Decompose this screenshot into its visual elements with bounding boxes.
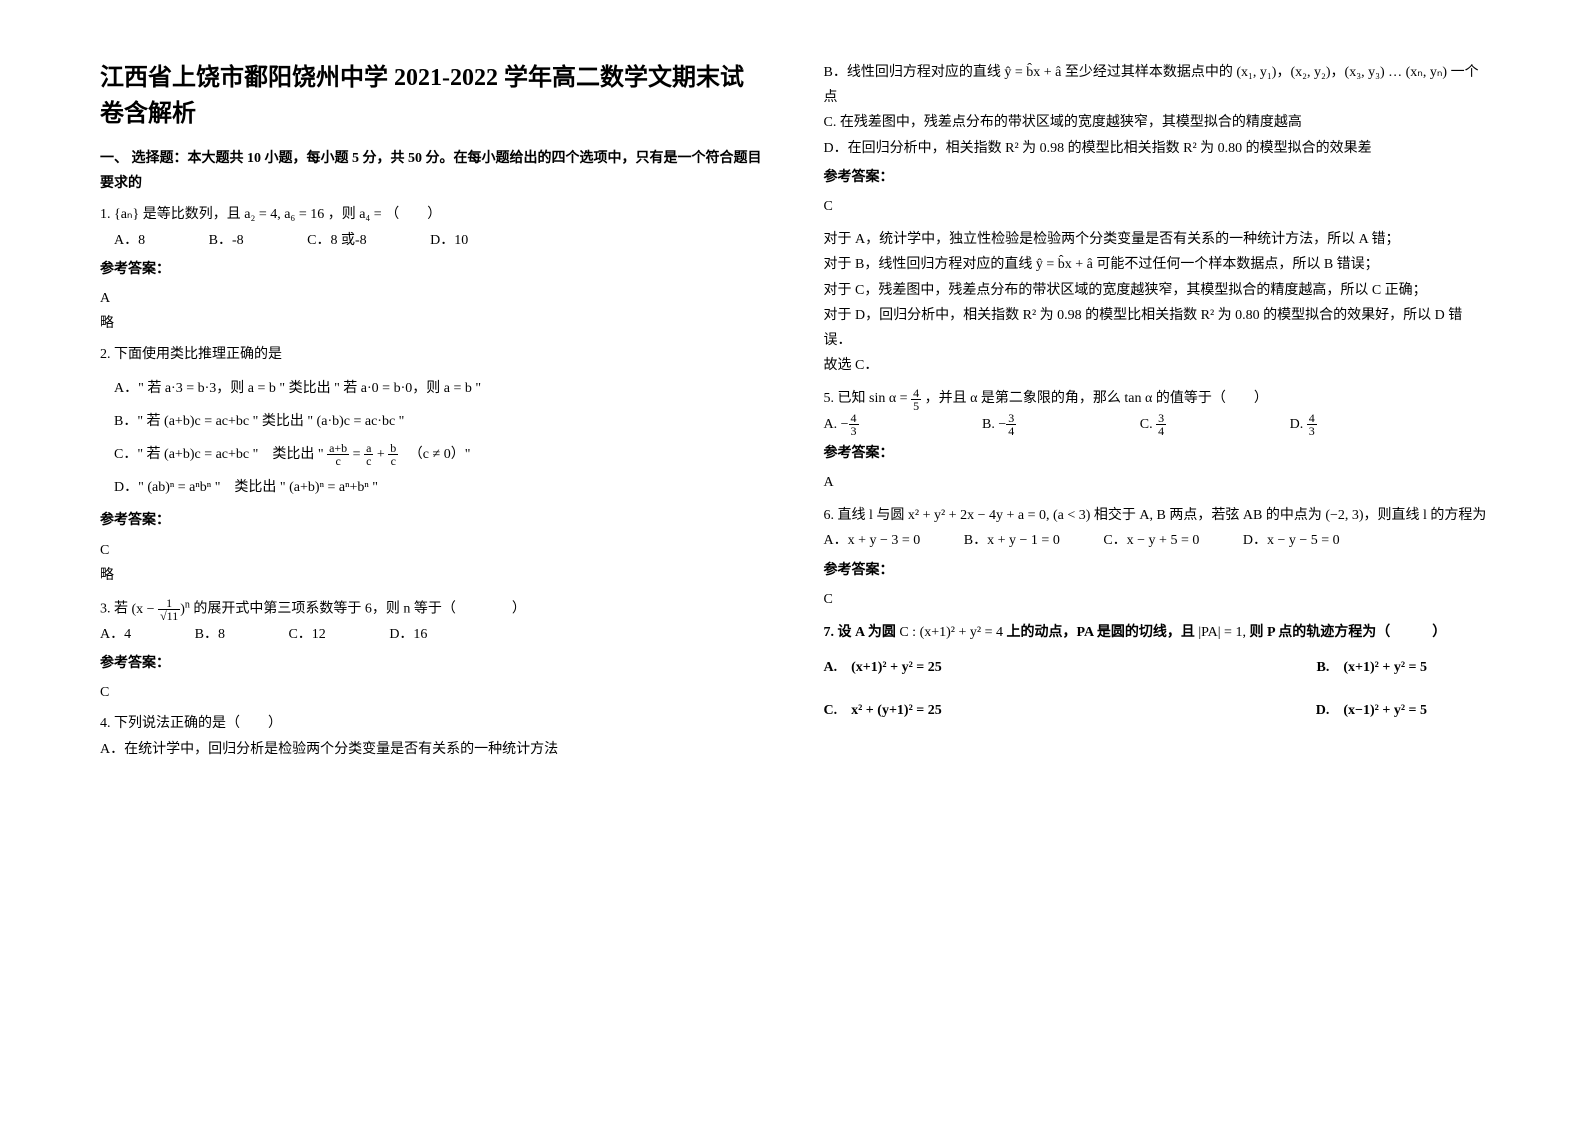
q5: 5. 已知 sin α = 45 ，并且 α 是第二象限的角，那么 tan α …	[824, 386, 1488, 411]
q6-opt-c: C．x − y + 5 = 0	[1103, 528, 1199, 553]
q5-options: A. −43 B. −34 C. 34 D. 43	[824, 412, 1488, 437]
q5-opt-b: B. −34	[982, 412, 1096, 437]
q2-note: 略	[100, 563, 764, 588]
q3-options: A．4 B．8 C．12 D．16	[100, 622, 764, 647]
frac-a-c: ac	[364, 442, 373, 467]
q3-opt-b: B．8	[195, 622, 225, 647]
q1-opt-c: C．8 或-8	[307, 228, 367, 253]
q1-opt-a: A．8	[114, 228, 145, 253]
q1-answer: A	[100, 286, 764, 311]
q2-opt-c: C．" 若 (a+b)c = ac+bc " 类比出 " a+bc = ac +…	[114, 442, 764, 467]
q6: 6. 直线 l 与圆 x² + y² + 2x − 4y + a = 0, (a…	[824, 503, 1488, 528]
q4-answer: C	[824, 194, 1488, 219]
q6-answer-label: 参考答案：	[824, 558, 1488, 583]
q1-stem: 1. {aₙ} 是等比数列，且 a₂ = 4, a₆ = 16 ，则 a₄ = …	[100, 207, 441, 222]
q2-opt-a: A．" 若 a·3 = b·3，则 a = b " 类比出 " 若 a·0 = …	[114, 376, 764, 401]
q6-opt-d: D．x − y − 5 = 0	[1243, 528, 1340, 553]
q4-exp-end: 故选 C．	[824, 353, 1488, 378]
left-column: 江西省上饶市鄱阳饶州中学 2021-2022 学年高二数学文期末试卷含解析 一、…	[100, 60, 764, 762]
q1-answer-label: 参考答案：	[100, 257, 764, 282]
q5-expr: sin α = 45	[869, 391, 921, 406]
q3-expr: (x − 1√11)n	[132, 602, 190, 617]
q2-opt-b: B．" 若 (a+b)c = ac+bc " 类比出 " (a·b)c = ac…	[114, 409, 764, 434]
q3-opt-d: D．16	[389, 622, 427, 647]
q4-opt-b: B．线性回归方程对应的直线 ŷ = b̂x + â 至少经过其样本数据点中的 (…	[824, 60, 1488, 110]
q2-stem: 2. 下面使用类比推理正确的是	[100, 342, 764, 367]
frac-b-c: bc	[388, 442, 398, 467]
q3-answer: C	[100, 680, 764, 705]
q1-options: A．8 B．-8 C．8 或-8 D．10	[114, 228, 764, 253]
q3-opt-a: A．4	[100, 622, 131, 647]
q4-opt-d: D．在回归分析中，相关指数 R² 为 0.98 的模型比相关指数 R² 为 0.…	[824, 136, 1488, 161]
q5-opt-d: D. 43	[1290, 412, 1397, 437]
q6-opt-b: B．x + y − 1 = 0	[964, 528, 1060, 553]
q7-circle: C : (x+1)² + y² = 4	[899, 625, 1003, 640]
q1-note: 略	[100, 311, 764, 336]
q7-opt-d: D. (x−1)² + y² = 5	[1316, 698, 1427, 723]
q4-stem: 4. 下列说法正确的是（ ）	[100, 711, 764, 736]
q1-opt-b: B．-8	[209, 228, 244, 253]
q7-opt-b: B. (x+1)² + y² = 5	[1317, 655, 1428, 680]
q6-circle: x² + y² + 2x − 4y + a = 0, (a < 3)	[908, 508, 1091, 523]
q1: 1. {aₙ} 是等比数列，且 a₂ = 4, a₆ = 16 ，则 a₄ = …	[100, 202, 764, 227]
doc-title: 江西省上饶市鄱阳饶州中学 2021-2022 学年高二数学文期末试卷含解析	[100, 60, 764, 132]
q7-opt-c: C. x² + (y+1)² = 25	[824, 698, 942, 723]
q2-answer-label: 参考答案：	[100, 508, 764, 533]
q6-opt-a: A．x + y − 3 = 0	[824, 528, 921, 553]
q4-opt-c: C. 在残差图中，残差点分布的带状区域的宽度越狭窄，其模型拟合的精度越高	[824, 110, 1488, 135]
q6-answer: C	[824, 587, 1488, 612]
q7-options: A. (x+1)² + y² = 25 B. (x+1)² + y² = 5 C…	[824, 655, 1488, 723]
q2-opt-d: D．" (ab)ⁿ = aⁿbⁿ " 类比出 " (a+b)ⁿ = aⁿ+bⁿ …	[114, 475, 764, 500]
q7: 7. 设 A 为圆 C : (x+1)² + y² = 4 上的动点，PA 是圆…	[824, 620, 1488, 645]
q4-exp-d: 对于 D，回归分析中，相关指数 R² 为 0.98 的模型比相关指数 R² 为 …	[824, 303, 1488, 353]
q1-opt-d: D．10	[430, 228, 468, 253]
q4-exp-a: 对于 A，统计学中，独立性检验是检验两个分类变量是否有关系的一种统计方法，所以 …	[824, 227, 1488, 252]
q7-opt-a: A. (x+1)² + y² = 25	[824, 655, 942, 680]
q3: 3. 若 (x − 1√11)n 的展开式中第三项系数等于 6，则 n 等于（ …	[100, 596, 764, 622]
q7-pa: |PA| = 1,	[1198, 625, 1246, 640]
right-column: B．线性回归方程对应的直线 ŷ = b̂x + â 至少经过其样本数据点中的 (…	[824, 60, 1488, 762]
q5-answer: A	[824, 470, 1488, 495]
q2-answer: C	[100, 538, 764, 563]
q5-opt-a: A. −43	[824, 412, 939, 437]
q4-answer-label: 参考答案：	[824, 165, 1488, 190]
q6-options: A．x + y − 3 = 0 B．x + y − 1 = 0 C．x − y …	[824, 528, 1488, 553]
q5-opt-c: C. 34	[1140, 412, 1246, 437]
q4-opt-a: A．在统计学中，回归分析是检验两个分类变量是否有关系的一种统计方法	[100, 737, 764, 762]
frac-ab-c: a+bc	[327, 442, 349, 467]
q5-answer-label: 参考答案：	[824, 441, 1488, 466]
q3-opt-c: C．12	[288, 622, 325, 647]
q4-exp-c: 对于 C，残差图中，残差点分布的带状区域的宽度越狭窄，其模型拟合的精度越高，所以…	[824, 278, 1488, 303]
q4-exp-b: 对于 B，线性回归方程对应的直线 ŷ = b̂x + â 可能不过任何一个样本数…	[824, 252, 1488, 277]
section-1-head: 一、 选择题：本大题共 10 小题，每小题 5 分，共 50 分。在每小题给出的…	[100, 146, 764, 196]
q3-answer-label: 参考答案：	[100, 651, 764, 676]
page: 江西省上饶市鄱阳饶州中学 2021-2022 学年高二数学文期末试卷含解析 一、…	[0, 0, 1587, 782]
